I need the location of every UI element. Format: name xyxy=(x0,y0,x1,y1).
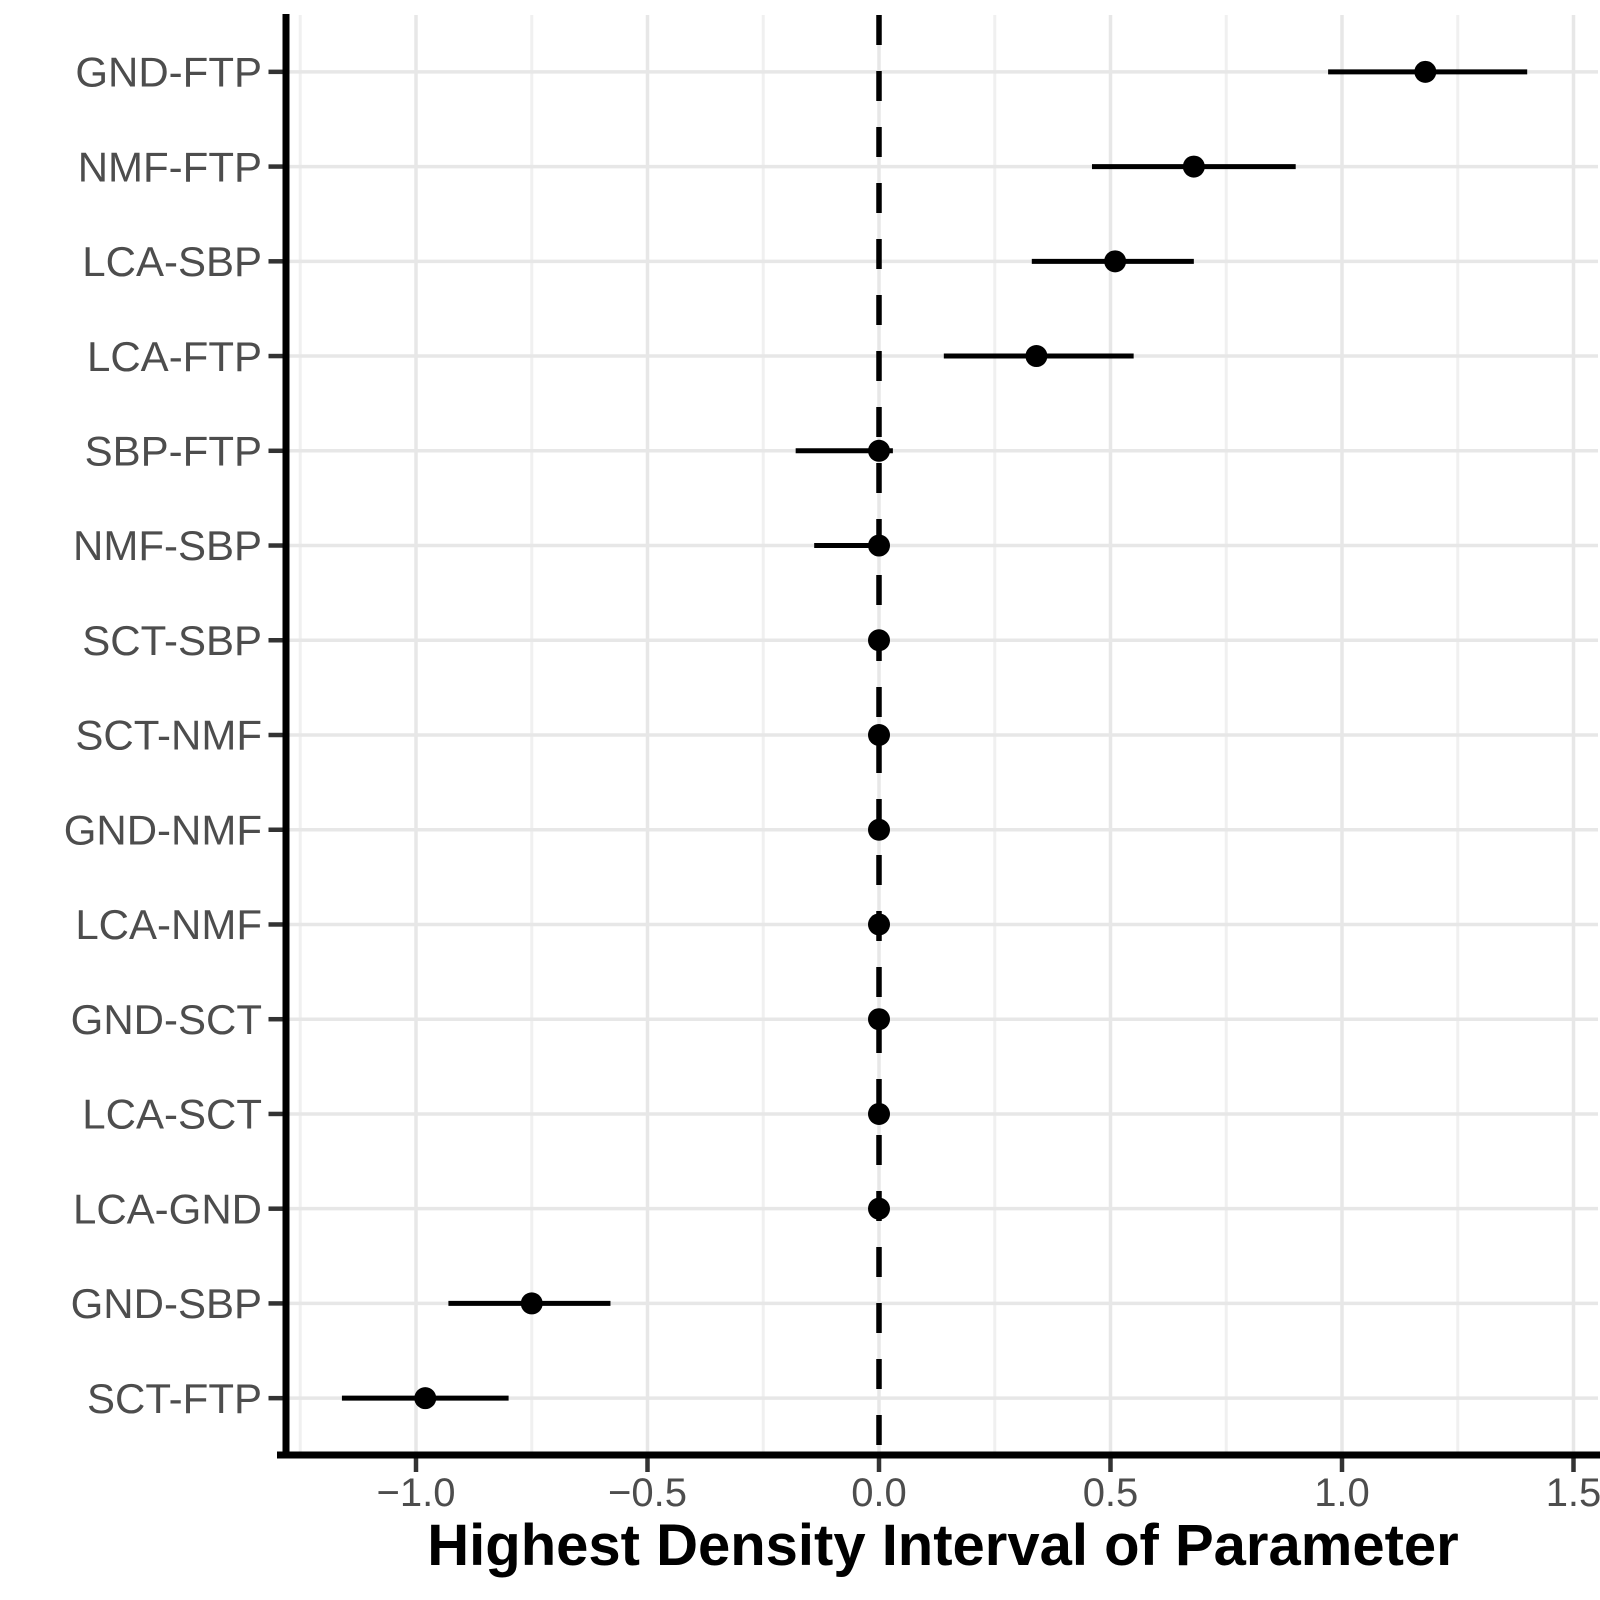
point-estimate xyxy=(868,534,890,557)
pointrange-lca-nmf xyxy=(868,913,890,936)
point-estimate xyxy=(1182,155,1205,178)
y-tick-label: SCT-SBP xyxy=(82,617,262,664)
y-tick-label: SCT-NMF xyxy=(75,712,262,759)
y-tick-label: LCA-SCT xyxy=(82,1091,262,1138)
x-tick-label: 0.0 xyxy=(851,1471,907,1515)
y-tick-label: SCT-FTP xyxy=(87,1375,262,1422)
gridlines-category-rows xyxy=(282,70,1598,1400)
y-tick-label: GND-SCT xyxy=(71,996,262,1043)
point-estimate xyxy=(868,439,890,462)
y-tick-label: GND-FTP xyxy=(75,49,262,96)
pointrange-lca-sct xyxy=(868,1102,890,1125)
point-estimate xyxy=(520,1292,543,1315)
pointrange-sct-nmf xyxy=(868,724,890,746)
x-tick-label: 0.5 xyxy=(1083,1471,1139,1515)
pointrange-gnd-sct xyxy=(868,1008,890,1031)
x-axis-title: Highest Density Interval of Parameter xyxy=(427,1513,1458,1578)
pointrange-layer xyxy=(341,60,1528,1410)
pointrange-lca-gnd xyxy=(868,1197,890,1220)
point-estimate xyxy=(868,1008,890,1031)
y-tick-label: LCA-SBP xyxy=(82,238,262,285)
pointrange-lca-sbp xyxy=(1031,250,1194,273)
x-tick-label: 1.5 xyxy=(1546,1471,1600,1515)
y-tick-label: GND-SBP xyxy=(71,1280,262,1327)
pointrange-nmf-ftp xyxy=(1091,155,1296,178)
pointrange-sct-sbp xyxy=(868,629,890,652)
y-tick-label: NMF-SBP xyxy=(73,522,262,569)
pointrange-gnd-nmf xyxy=(868,818,890,841)
point-estimate xyxy=(414,1387,437,1410)
pointrange-sct-ftp xyxy=(341,1387,509,1410)
tick-marks xyxy=(268,69,1576,1472)
point-estimate xyxy=(1025,345,1048,368)
point-estimate xyxy=(868,1197,890,1220)
x-tick-label: −1.0 xyxy=(377,1471,456,1515)
point-estimate xyxy=(868,724,890,746)
axis-lines xyxy=(277,14,1600,1459)
point-estimate xyxy=(868,818,890,841)
point-estimate xyxy=(1414,60,1437,83)
pointrange-gnd-sbp xyxy=(448,1292,611,1315)
y-tick-label: SBP-FTP xyxy=(85,427,262,474)
y-tick-labels: GND-FTP NMF-FTP LCA-SBP LCA-FTP SBP-FTP NMF-S… xyxy=(64,49,262,1422)
point-estimate xyxy=(868,913,890,936)
x-tick-label: −0.5 xyxy=(608,1471,687,1515)
pointrange-nmf-sbp xyxy=(814,534,890,557)
y-tick-label: LCA-GND xyxy=(73,1185,262,1232)
point-estimate xyxy=(1104,250,1127,273)
pointrange-gnd-ftp xyxy=(1328,60,1528,83)
point-estimate xyxy=(868,1102,890,1125)
x-tick-label: 1.0 xyxy=(1314,1471,1370,1515)
y-tick-label: LCA-NMF xyxy=(75,901,262,948)
x-tick-labels: −1.0 −0.5 0.0 0.5 1.0 1.5 xyxy=(377,1471,1600,1515)
pointrange-lca-ftp xyxy=(943,345,1134,368)
y-tick-label: LCA-FTP xyxy=(87,333,262,380)
y-tick-label: GND-NMF xyxy=(64,806,262,853)
pointrange-sbp-ftp xyxy=(795,439,893,462)
y-tick-label: NMF-FTP xyxy=(78,143,262,190)
point-estimate xyxy=(868,629,890,652)
